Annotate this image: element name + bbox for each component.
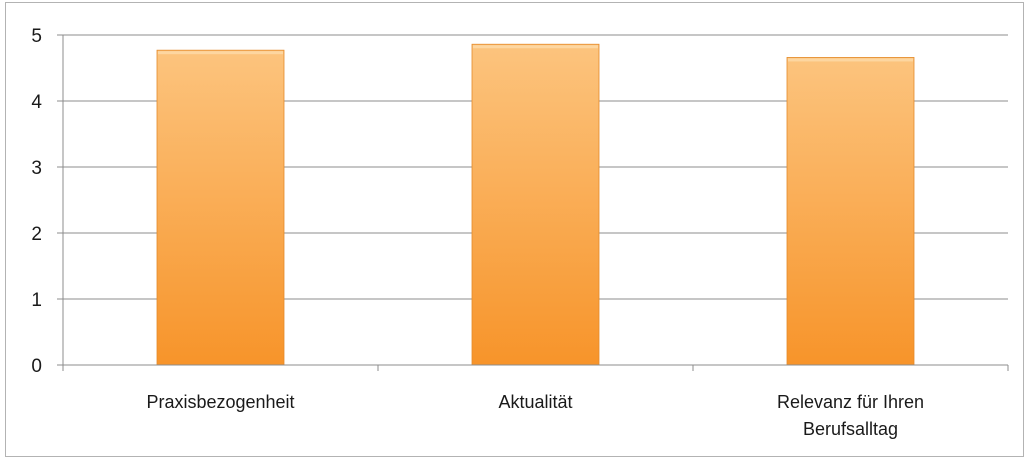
y-tick-labels: 0 1 2 3 4 5 (31, 26, 42, 377)
bar-2 (471, 43, 600, 366)
x-tick-labels: Praxisbezogenheit Aktualität Relevanz für … (146, 392, 924, 439)
x-tick-label: Relevanz für Ihren (777, 392, 924, 412)
bar-1 (156, 49, 285, 366)
bar-bevel (473, 45, 598, 49)
y-tick-label: 1 (31, 290, 42, 311)
y-tick-label: 0 (31, 356, 42, 377)
bar-bevel (788, 58, 913, 62)
x-tick-label: Berufsalltag (803, 419, 898, 439)
x-tick-label: Praxisbezogenheit (146, 392, 294, 412)
bars (156, 43, 915, 366)
bar-3 (786, 57, 915, 366)
x-tick-label: Aktualität (498, 392, 572, 412)
y-tick-label: 4 (31, 92, 42, 113)
y-tick-label: 5 (31, 26, 42, 47)
y-tick-label: 3 (31, 158, 42, 179)
axes (57, 34, 1009, 371)
bar-bevel (158, 51, 283, 55)
y-tick-label: 2 (31, 224, 42, 245)
